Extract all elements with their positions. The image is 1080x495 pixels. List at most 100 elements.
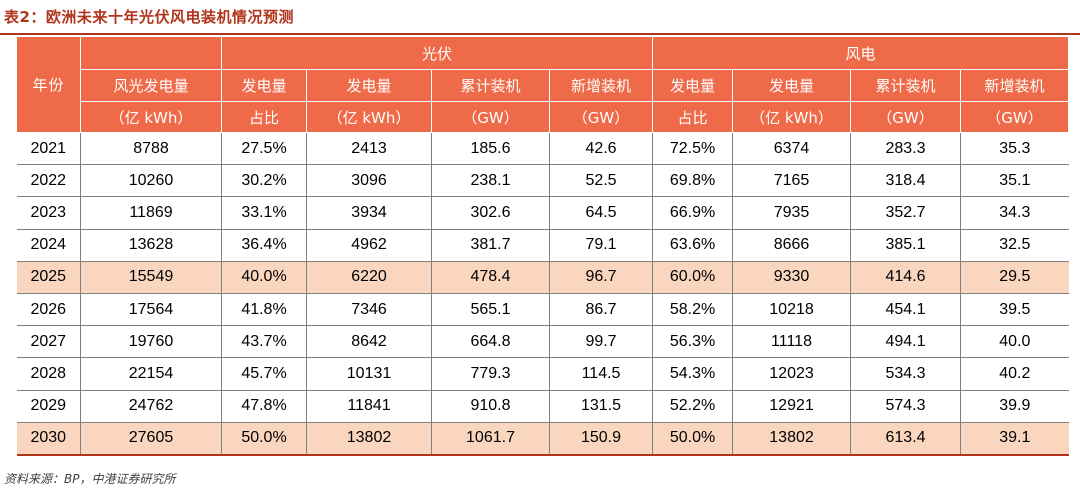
cell-year: 2028	[16, 357, 81, 391]
cell-pv-gen: 6220	[306, 261, 432, 294]
header-total-blank	[80, 36, 222, 70]
cell-total-gen: 10260	[80, 164, 222, 198]
header-wind-share-line1: 发电量	[652, 69, 734, 102]
cell-pv-share: 27.5%	[221, 132, 307, 166]
cell-pv-gen: 7346	[306, 293, 432, 327]
cell-wind-gen: 6374	[732, 132, 851, 166]
table-row: 2029 24762 47.8% 11841 910.8 131.5 52.2% 12921 5…	[16, 390, 1069, 423]
cell-pv-share: 50.0%	[221, 422, 307, 456]
cell-wind-share: 66.9%	[652, 196, 733, 230]
cell-wind-gen: 10218	[732, 293, 851, 327]
header-pv-share-line1: 发电量	[221, 69, 307, 102]
cell-pv-share: 36.4%	[221, 229, 307, 262]
header-pv-share-line2: 占比	[221, 101, 307, 133]
header-pv-gen-line1: 发电量	[306, 69, 432, 102]
cell-pv-gen: 11841	[306, 390, 432, 423]
cell-pv-gen: 3934	[306, 196, 432, 230]
header-wind-gen-line1: 发电量	[732, 69, 852, 102]
cell-wind-new: 35.3	[960, 132, 1069, 166]
table-title: 表2：欧洲未来十年光伏风电装机情况预测	[4, 8, 294, 26]
cell-pv-cum: 664.8	[431, 325, 550, 359]
cell-total-gen: 19760	[80, 325, 222, 359]
table-row: 2025 15549 40.0% 6220 478.4 96.7 60.0% 9330 414.…	[16, 261, 1069, 294]
header-total-line1: 风光发电量	[80, 69, 222, 102]
cell-pv-new: 131.5	[548, 390, 653, 423]
cell-pv-share: 40.0%	[221, 261, 307, 294]
cell-wind-gen: 12921	[732, 390, 851, 423]
table-row: 2024 13628 36.4% 4962 381.7 79.1 63.6% 8666 385.…	[16, 229, 1069, 262]
cell-wind-gen: 11118	[732, 325, 851, 359]
cell-pv-share: 45.7%	[221, 357, 307, 391]
cell-total-gen: 24762	[80, 390, 222, 423]
cell-wind-new: 34.3	[960, 196, 1069, 230]
cell-pv-new: 96.7	[548, 261, 653, 294]
header-wind-new-line2: （GW）	[960, 101, 1070, 133]
cell-total-gen: 8788	[80, 132, 222, 166]
cell-pv-cum: 779.3	[431, 357, 550, 391]
cell-pv-cum: 381.7	[431, 229, 550, 262]
table-row: 2023 11869 33.1% 3934 302.6 64.5 66.9% 7935 352.…	[16, 196, 1069, 230]
table-row: 2022 10260 30.2% 3096 238.1 52.5 69.8% 7165 318.…	[16, 164, 1069, 198]
cell-pv-cum: 185.6	[431, 132, 550, 166]
table-row: 2026 17564 41.8% 7346 565.1 86.7 58.2% 10218 454…	[16, 293, 1069, 327]
cell-wind-share: 50.0%	[652, 422, 733, 456]
cell-pv-gen: 13802	[306, 422, 432, 456]
cell-pv-cum: 910.8	[431, 390, 550, 423]
cell-wind-gen: 8666	[732, 229, 851, 262]
cell-total-gen: 11869	[80, 196, 222, 230]
cell-pv-new: 42.6	[548, 132, 653, 166]
header-pv-cum-line1: 累计装机	[431, 69, 550, 102]
header-year: 年份	[16, 36, 81, 133]
cell-pv-share: 43.7%	[221, 325, 307, 359]
cell-year: 2029	[16, 390, 81, 423]
cell-pv-cum: 478.4	[431, 261, 550, 294]
cell-pv-cum: 238.1	[431, 164, 550, 198]
cell-total-gen: 15549	[80, 261, 222, 294]
cell-wind-cum: 318.4	[850, 164, 961, 198]
cell-pv-share: 41.8%	[221, 293, 307, 327]
table-body: 2021 8788 27.5% 2413 185.6 42.6 72.5% 6374 283.3…	[16, 132, 1069, 456]
header-wind-gen-line2: （亿 kWh）	[732, 101, 852, 133]
cell-wind-cum: 352.7	[850, 196, 961, 230]
cell-pv-new: 79.1	[548, 229, 653, 262]
cell-wind-cum: 613.4	[850, 422, 961, 456]
cell-year: 2023	[16, 196, 81, 230]
cell-wind-share: 54.3%	[652, 357, 733, 391]
cell-total-gen: 27605	[80, 422, 222, 456]
cell-pv-cum: 302.6	[431, 196, 550, 230]
cell-pv-new: 64.5	[548, 196, 653, 230]
header-pv-cum-line2: （GW）	[431, 101, 550, 133]
cell-wind-share: 58.2%	[652, 293, 733, 327]
header-pv-new-line2: （GW）	[548, 101, 654, 133]
cell-pv-gen: 3096	[306, 164, 432, 198]
cell-wind-share: 60.0%	[652, 261, 733, 294]
cell-wind-new: 35.1	[960, 164, 1069, 198]
cell-year: 2022	[16, 164, 81, 198]
cell-year: 2030	[16, 422, 81, 456]
title-rule	[0, 33, 1080, 35]
cell-total-gen: 22154	[80, 357, 222, 391]
header-wind-cum-line2: （GW）	[850, 101, 962, 133]
cell-total-gen: 17564	[80, 293, 222, 327]
header-wind-new-line1: 新增装机	[960, 69, 1070, 102]
cell-wind-cum: 494.1	[850, 325, 961, 359]
cell-wind-new: 39.9	[960, 390, 1069, 423]
cell-wind-cum: 283.3	[850, 132, 961, 166]
cell-wind-cum: 414.6	[850, 261, 961, 294]
header-wind-share-line2: 占比	[652, 101, 734, 133]
cell-pv-new: 52.5	[548, 164, 653, 198]
cell-wind-share: 69.8%	[652, 164, 733, 198]
header-pv-new-line1: 新增装机	[548, 69, 654, 102]
cell-pv-gen: 10131	[306, 357, 432, 391]
cell-wind-cum: 534.3	[850, 357, 961, 391]
cell-pv-gen: 8642	[306, 325, 432, 359]
cell-wind-share: 56.3%	[652, 325, 733, 359]
cell-pv-share: 30.2%	[221, 164, 307, 198]
cell-wind-share: 52.2%	[652, 390, 733, 423]
cell-pv-new: 150.9	[548, 422, 653, 456]
forecast-table: 年份 光伏 风电 风光发电量 发电量 发电量 累计装机 新增装机 发电量 发电量…	[16, 36, 1070, 456]
header-group-wind: 风电	[652, 36, 1070, 70]
cell-wind-gen: 9330	[732, 261, 851, 294]
cell-year: 2027	[16, 325, 81, 359]
table-row: 2030 27605 50.0% 13802 1061.7 150.9 50.0% 13802…	[16, 422, 1069, 456]
